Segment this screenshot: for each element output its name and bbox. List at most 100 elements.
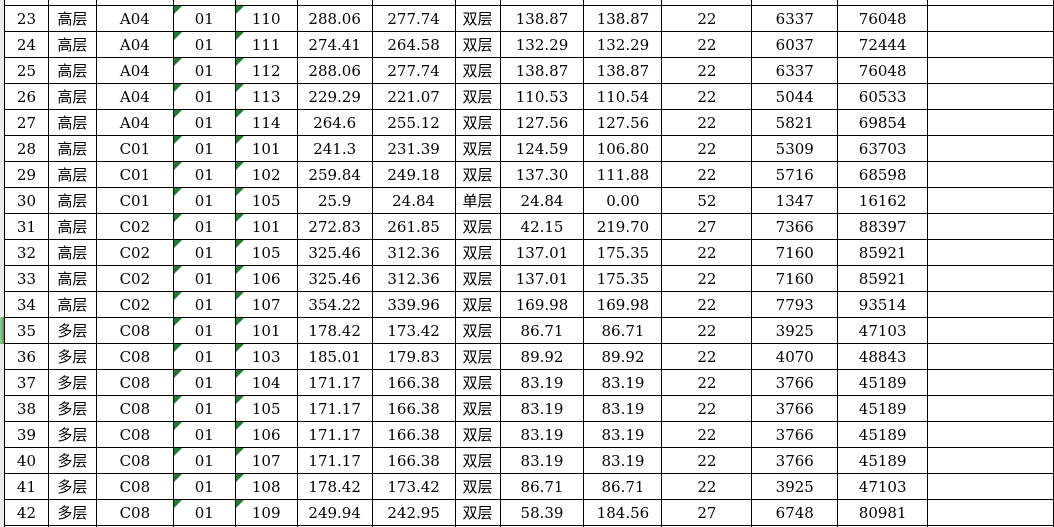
data-cell[interactable]: 249.18 [371, 161, 456, 188]
row-seq-cell[interactable]: 35 [4, 317, 49, 344]
data-cell[interactable]: C08 [95, 499, 174, 526]
data-cell[interactable]: 22 [661, 343, 753, 370]
data-cell[interactable]: 24.84 [371, 187, 456, 214]
data-cell[interactable]: 双层 [454, 447, 501, 474]
row-seq-cell[interactable]: 39 [4, 421, 49, 448]
data-cell[interactable]: 双层 [454, 473, 501, 500]
data-cell[interactable]: 249.94 [296, 499, 373, 526]
row-seq-cell[interactable]: 37 [4, 369, 49, 396]
data-cell[interactable]: 高层 [47, 135, 97, 162]
data-cell[interactable]: 6037 [751, 31, 839, 58]
data-cell[interactable]: 3766 [751, 369, 839, 396]
row-seq-cell[interactable]: 29 [4, 161, 49, 188]
data-cell[interactable]: 22 [661, 447, 753, 474]
data-cell[interactable]: 01 [172, 161, 236, 188]
data-cell[interactable]: 22 [661, 473, 753, 500]
data-cell[interactable]: 124.59 [499, 135, 585, 162]
data-cell[interactable]: A04 [95, 31, 174, 58]
row-seq-cell[interactable]: 36 [4, 343, 49, 370]
data-cell[interactable]: 7366 [751, 213, 839, 240]
data-cell[interactable]: 22 [661, 83, 753, 110]
data-cell[interactable]: 106 [234, 421, 298, 448]
row-seq-cell[interactable]: 28 [4, 135, 49, 162]
data-cell[interactable]: 01 [172, 395, 236, 422]
data-cell[interactable]: 178.42 [296, 317, 373, 344]
data-cell[interactable] [927, 57, 1054, 84]
data-cell[interactable]: 80981 [837, 499, 929, 526]
data-cell[interactable]: 01 [172, 317, 236, 344]
data-cell[interactable]: 69854 [837, 109, 929, 136]
data-cell[interactable]: 111.88 [583, 161, 663, 188]
data-cell[interactable]: 89.92 [499, 343, 585, 370]
data-cell[interactable]: 109 [234, 499, 298, 526]
data-cell[interactable]: 132.29 [583, 31, 663, 58]
data-cell[interactable]: 22 [661, 57, 753, 84]
data-cell[interactable]: 264.58 [371, 31, 456, 58]
data-cell[interactable]: 110.53 [499, 83, 585, 110]
data-cell[interactable]: 86.71 [583, 317, 663, 344]
data-cell[interactable]: 多层 [47, 421, 97, 448]
data-cell[interactable]: 76048 [837, 57, 929, 84]
data-cell[interactable] [927, 213, 1054, 240]
data-cell[interactable]: 137.01 [499, 265, 585, 292]
data-cell[interactable]: 5044 [751, 83, 839, 110]
data-cell[interactable]: 多层 [47, 369, 97, 396]
data-cell[interactable]: 01 [172, 499, 236, 526]
data-cell[interactable]: 6337 [751, 57, 839, 84]
data-cell[interactable]: 173.42 [371, 473, 456, 500]
data-cell[interactable]: 22 [661, 239, 753, 266]
data-cell[interactable]: 16162 [837, 187, 929, 214]
data-cell[interactable]: 3766 [751, 447, 839, 474]
data-cell[interactable]: 27 [661, 499, 753, 526]
data-cell[interactable]: 83.19 [499, 395, 585, 422]
data-cell[interactable]: 107 [234, 447, 298, 474]
data-cell[interactable]: C08 [95, 447, 174, 474]
data-cell[interactable]: 双层 [454, 369, 501, 396]
data-cell[interactable]: 242.95 [371, 499, 456, 526]
data-cell[interactable]: 88397 [837, 213, 929, 240]
data-cell[interactable]: 高层 [47, 31, 97, 58]
row-seq-cell[interactable]: 41 [4, 473, 49, 500]
data-cell[interactable]: 5309 [751, 135, 839, 162]
partial-cell[interactable] [837, 525, 929, 527]
data-cell[interactable]: 169.98 [499, 291, 585, 318]
data-cell[interactable]: 83.19 [499, 421, 585, 448]
data-cell[interactable]: 6337 [751, 5, 839, 32]
data-cell[interactable]: 45189 [837, 395, 929, 422]
data-cell[interactable] [927, 239, 1054, 266]
data-cell[interactable] [927, 161, 1054, 188]
data-cell[interactable]: 多层 [47, 447, 97, 474]
data-cell[interactable]: 261.85 [371, 213, 456, 240]
data-cell[interactable]: 354.22 [296, 291, 373, 318]
row-seq-cell[interactable]: 34 [4, 291, 49, 318]
data-cell[interactable]: 255.12 [371, 109, 456, 136]
data-cell[interactable]: 184.56 [583, 499, 663, 526]
data-cell[interactable]: 01 [172, 421, 236, 448]
data-cell[interactable]: 76048 [837, 5, 929, 32]
data-cell[interactable]: 双层 [454, 499, 501, 526]
data-cell[interactable] [927, 421, 1054, 448]
data-cell[interactable]: 01 [172, 369, 236, 396]
data-cell[interactable]: 双层 [454, 317, 501, 344]
data-cell[interactable]: 86.71 [499, 317, 585, 344]
data-cell[interactable]: 3925 [751, 473, 839, 500]
data-cell[interactable]: 60533 [837, 83, 929, 110]
data-cell[interactable]: 93514 [837, 291, 929, 318]
data-cell[interactable]: C08 [95, 395, 174, 422]
data-cell[interactable]: 277.74 [371, 5, 456, 32]
data-cell[interactable]: 178.42 [296, 473, 373, 500]
data-cell[interactable]: C08 [95, 473, 174, 500]
data-cell[interactable]: 185.01 [296, 343, 373, 370]
data-cell[interactable]: 3766 [751, 421, 839, 448]
data-cell[interactable]: 171.17 [296, 369, 373, 396]
data-cell[interactable]: 01 [172, 343, 236, 370]
data-cell[interactable]: 166.38 [371, 421, 456, 448]
data-cell[interactable]: 22 [661, 135, 753, 162]
data-cell[interactable] [927, 265, 1054, 292]
data-cell[interactable]: 01 [172, 239, 236, 266]
data-cell[interactable]: C08 [95, 343, 174, 370]
data-cell[interactable]: 86.71 [583, 473, 663, 500]
data-cell[interactable] [927, 447, 1054, 474]
data-cell[interactable]: 双层 [454, 421, 501, 448]
data-cell[interactable] [927, 31, 1054, 58]
